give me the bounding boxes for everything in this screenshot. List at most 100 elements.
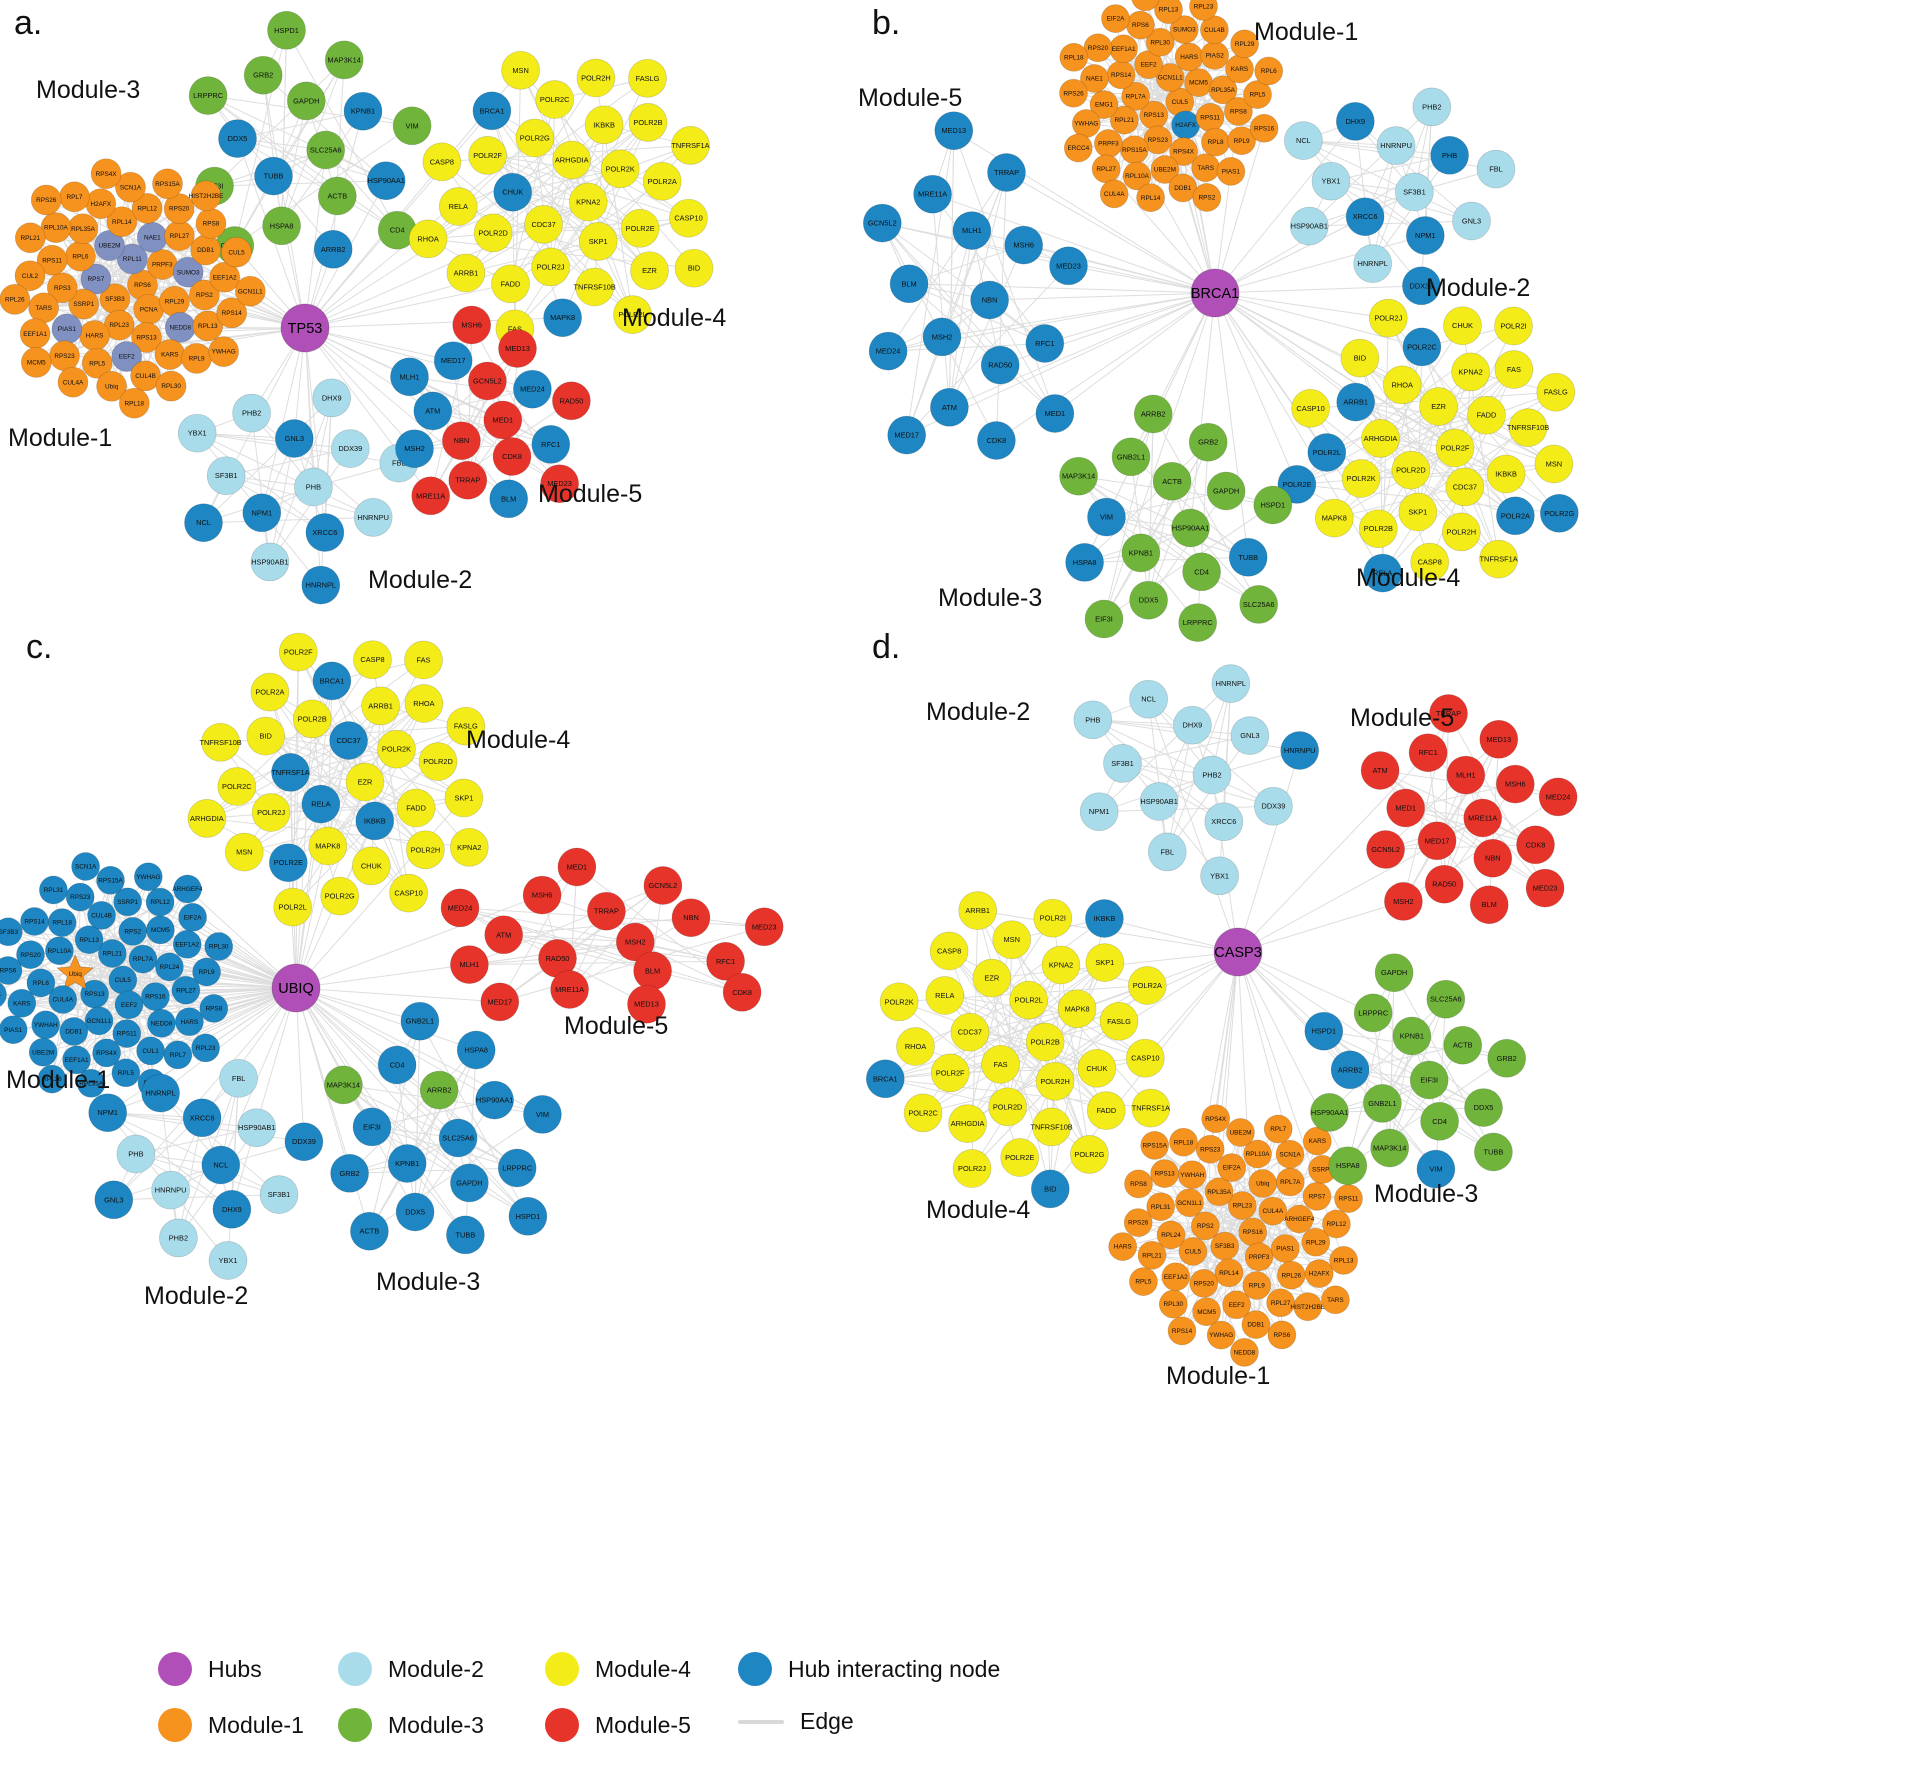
- gene-node[interactable]: NBN: [442, 421, 481, 461]
- gene-node[interactable]: POLR2L: [1307, 433, 1347, 472]
- gene-node[interactable]: NBN: [970, 280, 1009, 320]
- gene-node[interactable]: MAPK8: [1057, 989, 1097, 1029]
- gene-node[interactable]: CUL4A: [57, 366, 89, 398]
- gene-node[interactable]: RPL27: [1091, 154, 1121, 184]
- gene-node[interactable]: ARHGEF4: [1284, 1204, 1315, 1234]
- gene-node[interactable]: TNFRSF1A: [1131, 1088, 1171, 1128]
- gene-node[interactable]: PIAS1: [51, 313, 83, 345]
- gene-node[interactable]: MED23: [1049, 246, 1088, 286]
- gene-node[interactable]: KARS: [1225, 54, 1254, 84]
- gene-node[interactable]: TARS: [1191, 153, 1221, 183]
- gene-node[interactable]: MED1: [483, 400, 523, 440]
- gene-node[interactable]: XRCC6: [305, 513, 345, 552]
- gene-node[interactable]: RPS7: [80, 263, 112, 295]
- gene-node[interactable]: RPS4X: [92, 1038, 121, 1068]
- gene-node[interactable]: RPS14: [20, 907, 49, 936]
- gene-node[interactable]: VIM: [1416, 1149, 1456, 1189]
- gene-node[interactable]: RPL21: [1137, 1240, 1167, 1270]
- gene-node[interactable]: EEF1A1: [1109, 34, 1138, 64]
- gene-node[interactable]: RPL35A: [76, 1068, 106, 1098]
- gene-node[interactable]: RPL21: [1109, 105, 1139, 135]
- gene-node[interactable]: NAE1: [1080, 64, 1109, 93]
- gene-node[interactable]: RPL18: [47, 908, 77, 937]
- gene-node[interactable]: BID: [674, 248, 714, 288]
- gene-node[interactable]: POLR2L: [273, 887, 313, 927]
- gene-node[interactable]: ARRB1: [958, 891, 998, 930]
- gene-node[interactable]: KPNA2: [1041, 945, 1081, 985]
- gene-node[interactable]: RPS16: [1249, 113, 1279, 143]
- gene-node[interactable]: YWHAG: [1206, 1320, 1236, 1350]
- gene-node[interactable]: GCN5L2: [1366, 830, 1405, 869]
- hub-node[interactable]: CASP3: [1213, 927, 1263, 977]
- gene-node[interactable]: POLR2B: [628, 103, 668, 142]
- gene-node[interactable]: PHB2: [232, 393, 271, 433]
- gene-node[interactable]: TNFRSF10B: [574, 267, 616, 307]
- gene-node[interactable]: RPL30: [1145, 27, 1175, 57]
- gene-node[interactable]: ERCC4: [1063, 133, 1093, 163]
- gene-node[interactable]: EIF2A: [1217, 1153, 1247, 1182]
- gene-node[interactable]: BLM: [633, 951, 672, 991]
- gene-node[interactable]: EEF1A2: [209, 261, 241, 293]
- gene-node[interactable]: ACTB: [1443, 1025, 1483, 1065]
- gene-node[interactable]: MSN: [1534, 444, 1574, 484]
- gene-node[interactable]: MAPK8: [1314, 498, 1354, 538]
- gene-node[interactable]: MRE11A: [550, 970, 589, 1009]
- gene-node[interactable]: FADD: [491, 264, 530, 304]
- gene-node[interactable]: RPL26: [1276, 1260, 1306, 1290]
- gene-node[interactable]: RPS11: [1195, 103, 1225, 132]
- gene-node[interactable]: KPNA2: [1451, 352, 1490, 392]
- gene-node[interactable]: GAPDH: [286, 81, 326, 121]
- gene-node[interactable]: POLR2I: [1033, 898, 1073, 938]
- gene-node[interactable]: RPL12: [145, 887, 175, 917]
- gene-node[interactable]: RPL26: [0, 284, 31, 315]
- gene-node[interactable]: HNRNPU: [353, 498, 393, 537]
- gene-node[interactable]: DDB1: [190, 234, 222, 266]
- gene-node[interactable]: RPL18: [1169, 1127, 1198, 1157]
- gene-node[interactable]: RPS20: [1083, 33, 1113, 63]
- gene-node[interactable]: MED17: [1417, 821, 1457, 861]
- gene-node[interactable]: TRRAP: [587, 891, 626, 931]
- gene-node[interactable]: GCN1L1: [1175, 1188, 1204, 1218]
- gene-node[interactable]: TUBB: [1228, 537, 1268, 577]
- gene-node[interactable]: RPL13: [192, 310, 224, 342]
- gene-node[interactable]: RPS15A: [152, 168, 183, 200]
- gene-node[interactable]: CDK8: [977, 421, 1016, 460]
- gene-node[interactable]: POLR2I: [1494, 306, 1533, 346]
- gene-node[interactable]: MED17: [433, 341, 473, 381]
- gene-node[interactable]: BID: [1030, 1169, 1070, 1209]
- gene-node[interactable]: RHOA: [1382, 365, 1422, 405]
- gene-node[interactable]: NPM1: [1405, 216, 1445, 255]
- gene-node[interactable]: RPS4X: [1201, 1104, 1231, 1134]
- gene-node[interactable]: RPL23: [191, 1033, 220, 1063]
- gene-node[interactable]: SF3B1: [1103, 744, 1142, 783]
- gene-node[interactable]: CDC37: [524, 205, 563, 244]
- gene-node[interactable]: EEF2: [111, 341, 143, 372]
- gene-node[interactable]: RPL9: [1227, 126, 1256, 156]
- gene-node[interactable]: CHUK: [351, 846, 391, 886]
- gene-node[interactable]: CUL5: [1178, 1237, 1208, 1266]
- gene-node[interactable]: GCN1L1: [234, 275, 266, 307]
- gene-node[interactable]: RPL14: [106, 206, 138, 238]
- gene-node[interactable]: RELA: [438, 187, 478, 226]
- gene-node[interactable]: CDK8: [1516, 825, 1555, 865]
- gene-node[interactable]: RPS26: [30, 184, 62, 216]
- gene-node[interactable]: TUBB: [446, 1215, 485, 1255]
- gene-node[interactable]: SF3B1: [206, 456, 246, 496]
- gene-node[interactable]: KPNA2: [568, 182, 608, 222]
- gene-node[interactable]: BLM: [489, 479, 529, 519]
- gene-node[interactable]: BLM: [889, 264, 929, 304]
- gene-node[interactable]: SF3B3: [99, 283, 131, 315]
- gene-node[interactable]: CUL2: [14, 260, 46, 292]
- gene-node[interactable]: MSN: [992, 920, 1032, 960]
- gene-node[interactable]: MCM5: [20, 347, 52, 378]
- gene-node[interactable]: VIM: [392, 106, 432, 146]
- gene-node[interactable]: POLR2F: [1435, 428, 1475, 468]
- gene-node[interactable]: KPNB1: [1121, 533, 1161, 573]
- gene-node[interactable]: CUL4A: [1258, 1196, 1288, 1226]
- gene-node[interactable]: POLR2B: [292, 699, 332, 739]
- gene-node[interactable]: RPL12: [131, 193, 163, 224]
- gene-node[interactable]: XRCC6: [1345, 197, 1385, 237]
- gene-node[interactable]: RPL31: [1146, 1192, 1176, 1222]
- gene-node[interactable]: MSH2: [1384, 882, 1423, 921]
- gene-node[interactable]: FAS: [1494, 350, 1534, 389]
